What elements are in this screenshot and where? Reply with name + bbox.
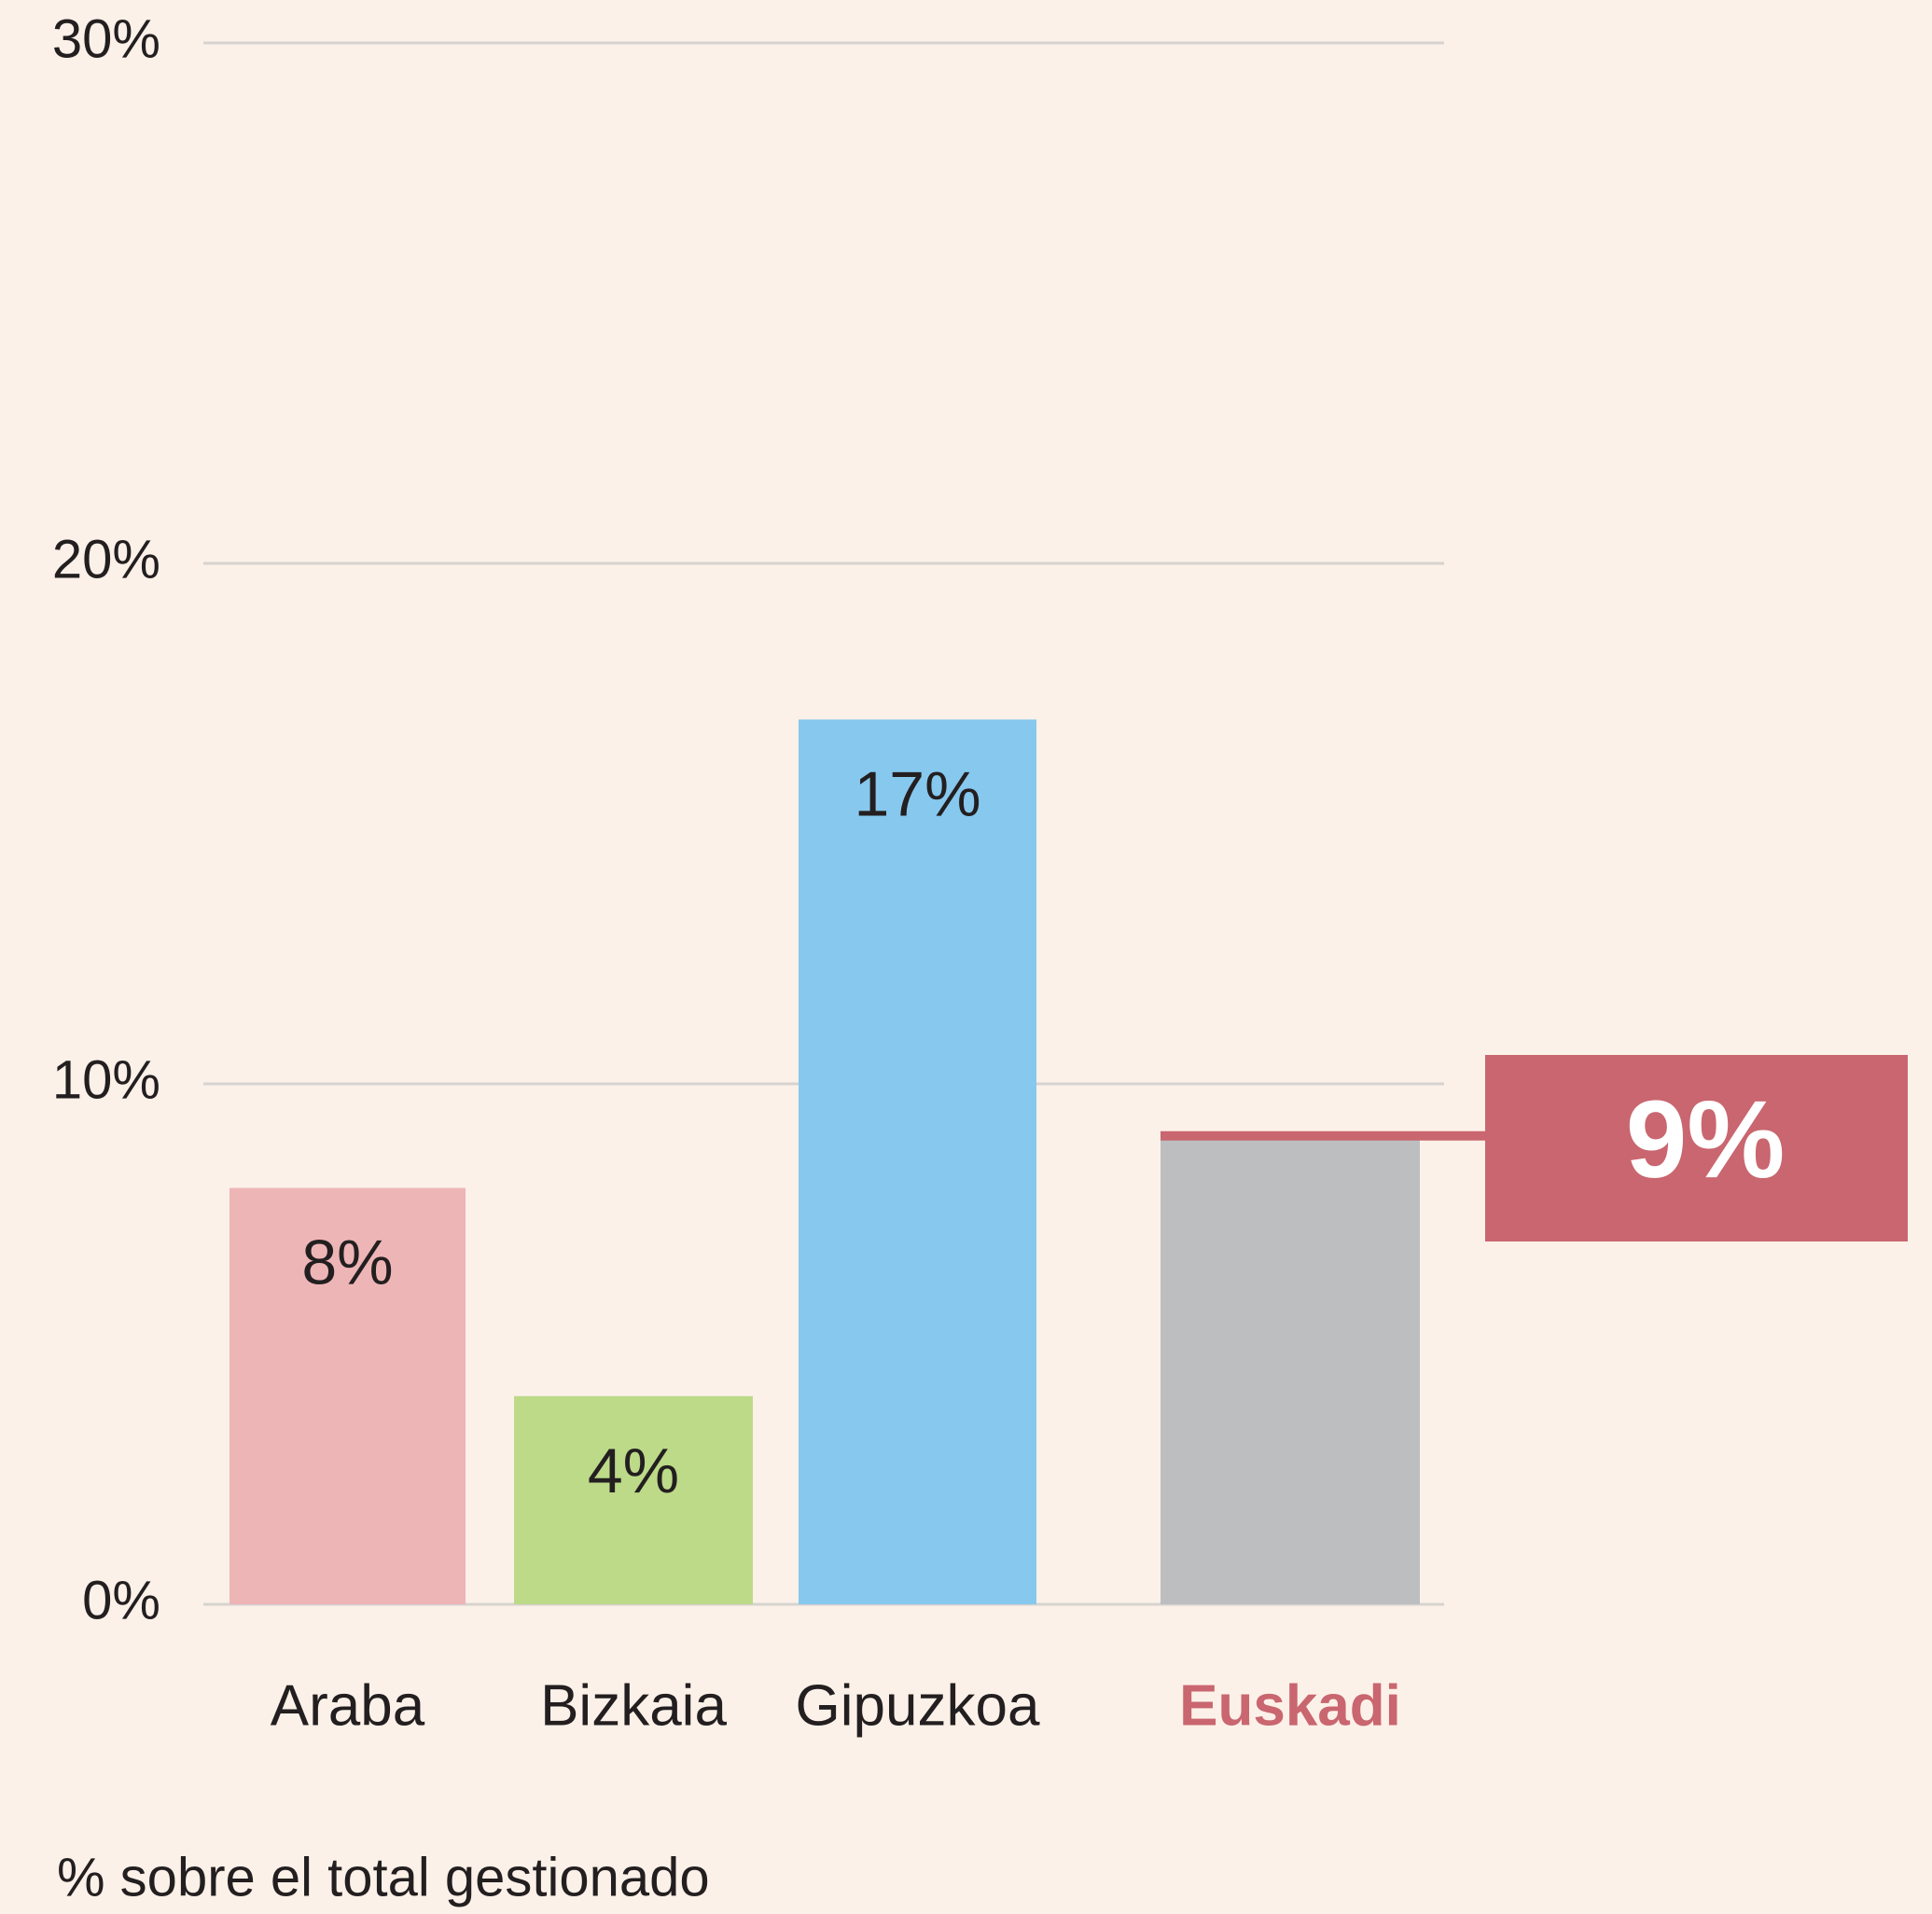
bar: [514, 1395, 753, 1604]
bar: [799, 719, 1036, 1604]
value-box: [1485, 1055, 1908, 1241]
value-label: 4%: [588, 1436, 679, 1506]
value-label: 17%: [854, 758, 980, 829]
y-tick-label: 0%: [82, 1570, 160, 1630]
y-tick-label: 20%: [52, 529, 160, 589]
bar: [1161, 1135, 1420, 1604]
y-tick-label: 10%: [52, 1049, 160, 1110]
y-tick-label: 30%: [52, 8, 160, 69]
bar: [229, 1187, 466, 1604]
x-tick-label: Euskadi: [1179, 1673, 1401, 1738]
value-label: 9%: [1626, 1078, 1786, 1201]
footnote: % sobre el total gestionado: [57, 1847, 710, 1907]
x-tick-label: Gipuzkoa: [796, 1673, 1040, 1738]
value-label: 8%: [301, 1227, 393, 1298]
x-tick-label: Araba: [271, 1673, 425, 1738]
x-tick-label: Bizkaia: [540, 1673, 727, 1738]
